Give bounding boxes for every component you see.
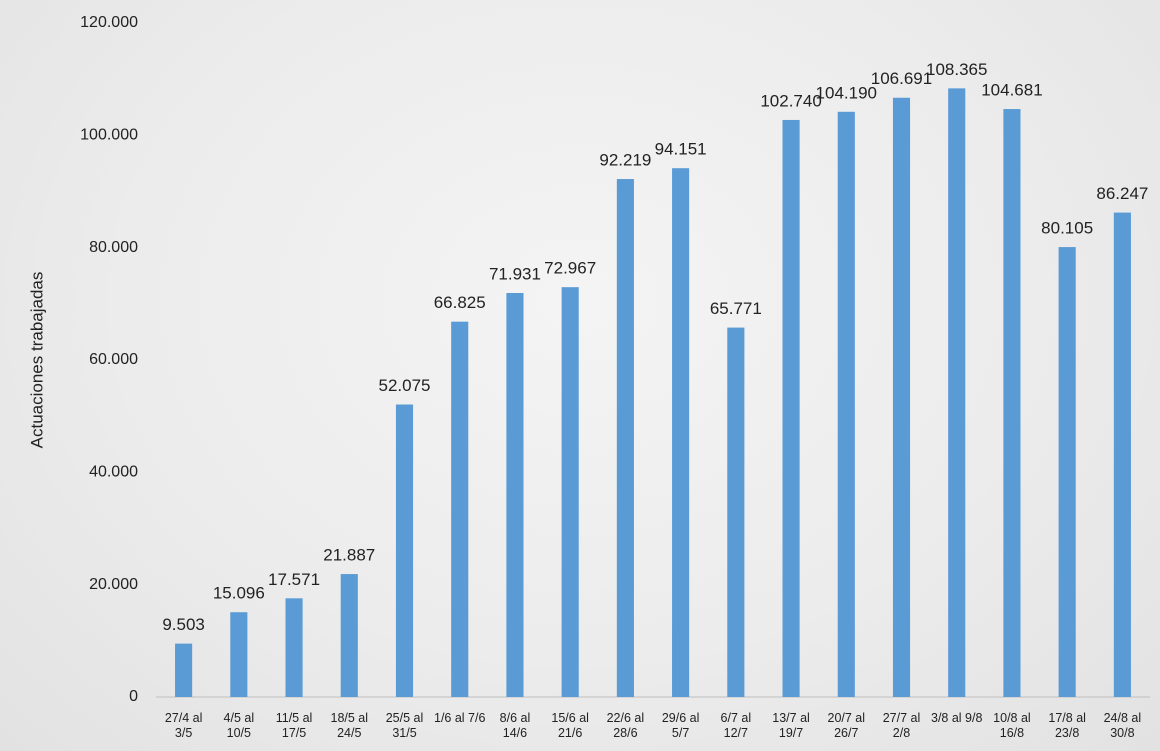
x-tick-label: 29/6 al 5/7 [661, 711, 700, 740]
bar [672, 168, 690, 698]
x-tick-label: 3/8 al 9/8 [931, 711, 983, 725]
bar [892, 97, 911, 698]
bar [1058, 247, 1076, 698]
bar [340, 574, 358, 697]
x-tick-label: 18/5 al 24/5 [330, 711, 369, 740]
bar [561, 287, 579, 697]
x-tick-label: 17/8 al 23/8 [1048, 711, 1086, 740]
value-label: 15.096 [213, 584, 265, 603]
x-tick-label: 13/7 al 19/7 [772, 711, 810, 740]
x-tick-label: 8/6 al 14/6 [499, 711, 531, 740]
value-label: 72.967 [544, 259, 596, 278]
bar [1003, 109, 1021, 697]
bar [948, 88, 966, 697]
value-label: 104.190 [816, 83, 877, 102]
y-tick-label: 120.000 [80, 14, 138, 31]
x-tick-label: 27/7 al 2/8 [882, 711, 921, 740]
value-label: 86.247 [1096, 184, 1148, 203]
y-tick-label: 60.000 [89, 351, 138, 368]
value-label: 80.105 [1041, 219, 1093, 238]
value-label: 108.365 [926, 60, 987, 79]
x-tick-label: 24/8 al 30/8 [1103, 711, 1142, 740]
bar [616, 179, 634, 697]
value-label: 106.691 [871, 69, 932, 88]
bar [451, 321, 469, 697]
x-tick-label: 6/7 al 12/7 [720, 711, 752, 740]
value-label: 21.887 [323, 546, 375, 565]
value-label: 17.571 [268, 570, 320, 589]
value-label: 94.151 [655, 140, 707, 159]
bar [395, 404, 414, 697]
y-tick-label: 100.000 [80, 127, 138, 144]
x-tick-label: 4/5 al 10/5 [223, 711, 255, 740]
y-axis-label: Actuaciones trabajadas [27, 272, 46, 449]
bar [837, 111, 855, 697]
y-tick-label: 40.000 [89, 464, 138, 481]
bar [285, 598, 303, 697]
value-label: 92.219 [599, 151, 651, 170]
x-tick-label: 11/5 al 17/5 [275, 711, 313, 740]
x-tick-label: 27/4 al 3/5 [164, 711, 203, 740]
bar [230, 612, 248, 697]
value-label: 102.740 [760, 91, 821, 110]
value-label: 66.825 [434, 293, 486, 312]
bar [1113, 212, 1131, 697]
x-tick-label: 22/6 al 28/6 [606, 711, 645, 740]
value-label: 71.931 [489, 264, 541, 283]
bar [782, 119, 800, 697]
x-tick-label: 10/8 al 16/8 [993, 711, 1031, 740]
x-tick-label: 20/7 al 26/7 [827, 711, 866, 740]
y-tick-label: 80.000 [89, 239, 138, 256]
value-label: 52.075 [379, 376, 431, 395]
value-label: 104.681 [981, 81, 1042, 100]
value-label: 9.503 [162, 615, 205, 634]
bar [727, 327, 745, 697]
y-tick-label: 20.000 [89, 576, 138, 593]
bar [506, 292, 524, 697]
x-tick-label: 1/6 al 7/6 [434, 711, 486, 725]
bar [175, 643, 193, 697]
value-label: 65.771 [710, 299, 762, 318]
x-tick-label: 25/5 al 31/5 [385, 711, 424, 740]
y-tick-label: 0 [129, 688, 138, 705]
x-tick-label: 15/6 al 21/6 [551, 711, 589, 740]
